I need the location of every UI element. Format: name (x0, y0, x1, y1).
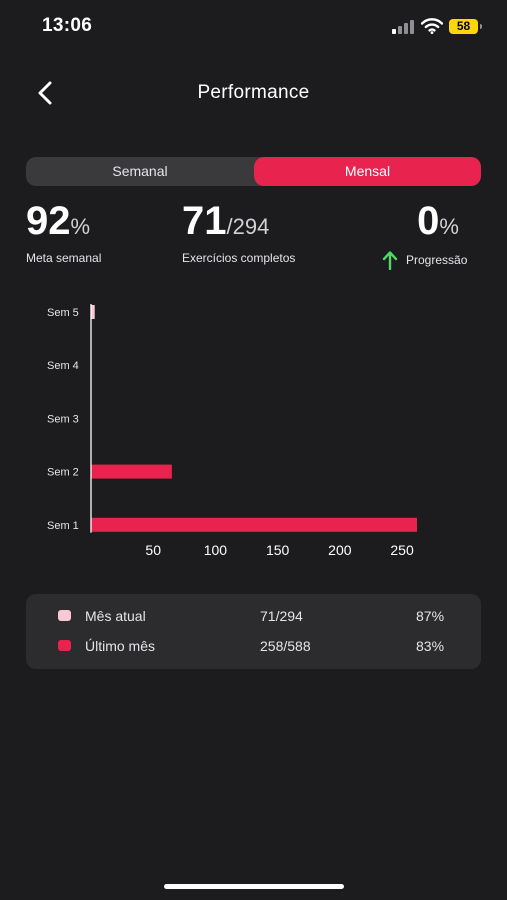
page-title: Performance (197, 82, 310, 103)
legend-percent: 83% (416, 638, 445, 654)
cellular-signal-icon (392, 20, 416, 34)
exercises-stat: 71/294 Exercícios completos (182, 200, 295, 265)
legend-name: Último mês (85, 638, 156, 654)
x-tick-label: 250 (390, 542, 414, 558)
chevron-left-icon[interactable] (30, 78, 60, 108)
legend-swatch-current-month (58, 610, 71, 621)
legend-card: Mês atual 71/294 87% Último mês 258/588 … (26, 594, 481, 669)
weekly-goal-label: Meta semanal (26, 251, 102, 265)
tab-mensal[interactable]: Mensal (254, 157, 481, 186)
weekly-bar-chart: Sem 1 Sem 2 Sem 3 Sem 4 Sem 5 50 100 150 200 250 (47, 304, 417, 558)
progression-label: Progressão (406, 253, 468, 267)
legend-swatch-last-month (58, 640, 71, 651)
exercises-label: Exercícios completos (182, 251, 296, 265)
bar-sem-2 (91, 464, 172, 479)
legend-name: Mês atual (85, 608, 146, 624)
weekly-goal-value: 92% (26, 199, 91, 243)
y-tick-label: Sem 5 (47, 307, 79, 319)
tab-semanal[interactable]: Semanal (112, 163, 168, 179)
battery-cap (480, 24, 482, 29)
exercises-value: 71/294 (182, 199, 270, 243)
bar-sem-1 (91, 517, 417, 532)
arrow-up-icon (382, 251, 398, 270)
y-tick-label: Sem 4 (47, 360, 79, 372)
weekly-goal-unit: % (70, 214, 91, 239)
x-tick-label: 200 (328, 542, 352, 558)
home-indicator (164, 884, 344, 889)
y-tick-label: Sem 2 (47, 467, 79, 479)
bar-sem-5 (91, 305, 95, 319)
x-tick-label: 50 (145, 542, 161, 558)
progression-value: 0% (417, 199, 459, 243)
period-segmented-control: Semanal Mensal (26, 157, 481, 186)
battery-icon: 58 (449, 19, 478, 34)
wifi-icon (421, 18, 443, 34)
x-tick-label: 100 (204, 542, 228, 558)
legend-row-current-month: Mês atual 71/294 87% (26, 601, 481, 631)
legend-value: 71/294 (260, 608, 303, 624)
weekly-goal-stat: 92% Meta semanal (26, 200, 101, 265)
status-bar: 13:06 58 (0, 0, 507, 54)
progression-unit: % (439, 214, 459, 239)
legend-value: 258/588 (260, 638, 311, 654)
status-time: 13:06 (42, 15, 93, 36)
legend-row-last-month: Último mês 258/588 83% (26, 631, 481, 661)
x-tick-label: 150 (266, 542, 290, 558)
exercises-total: /294 (226, 214, 270, 239)
y-tick-label: Sem 1 (47, 520, 79, 532)
y-tick-label: Sem 3 (47, 413, 79, 425)
progression-stat: 0% Progressão (382, 200, 482, 270)
legend-percent: 87% (416, 608, 445, 624)
